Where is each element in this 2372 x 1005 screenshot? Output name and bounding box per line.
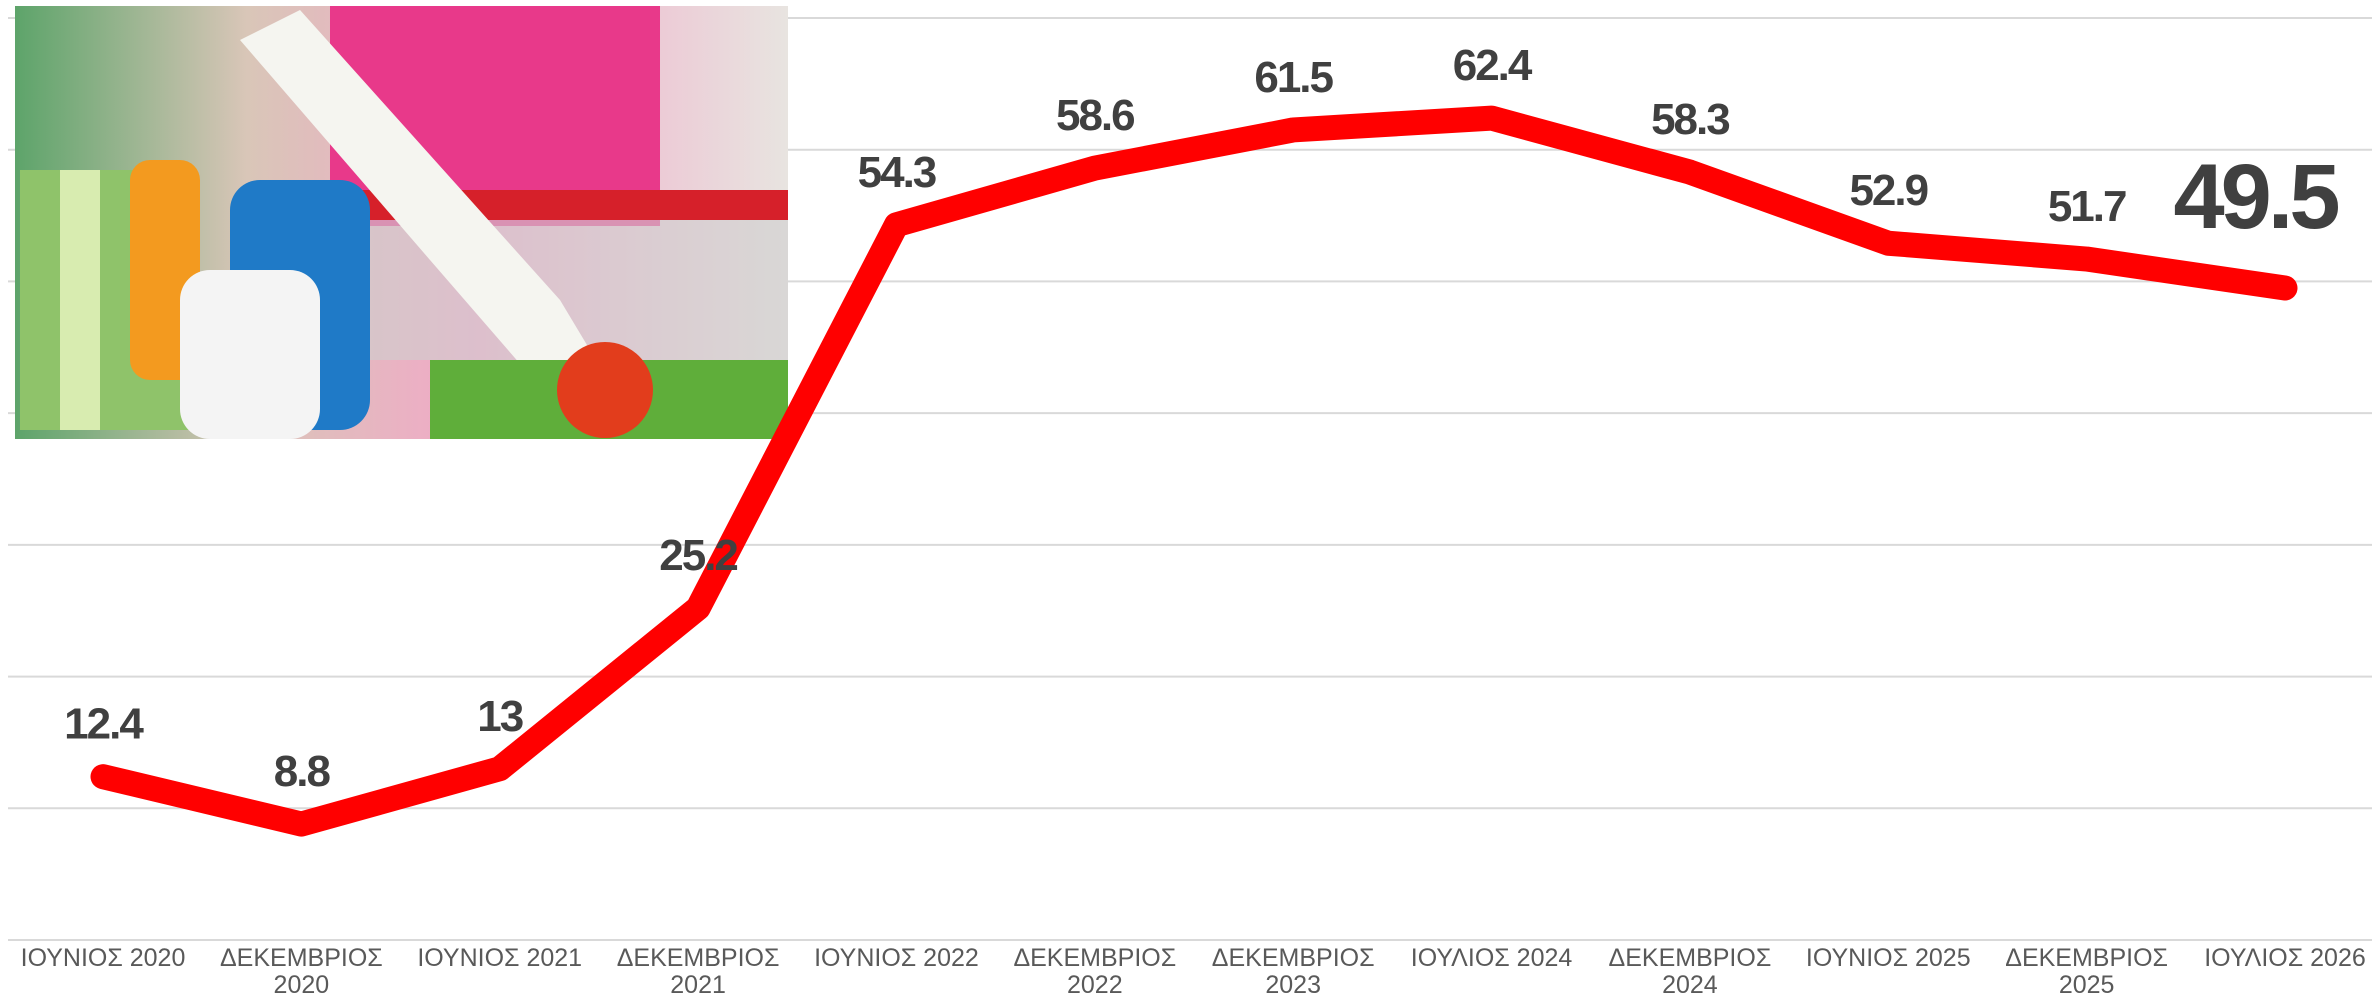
photo <box>15 6 788 439</box>
data-label: 52.9 <box>1849 166 1927 215</box>
data-label: 58.3 <box>1651 95 1729 144</box>
x-tick-label: ΙΟΥΛΙΟΣ 2024 <box>1410 944 1573 972</box>
data-label: 62.4 <box>1453 41 1533 90</box>
x-tick-label: ΙΟΥΝΙΟΣ 2020 <box>20 944 186 972</box>
data-label: 25.2 <box>659 531 737 580</box>
x-tick-label: ΙΟΥΝΙΟΣ 2022 <box>814 944 979 972</box>
line <box>90 105 2298 837</box>
x-tick-label: ΔΕΚΕΜΒΡΙΟΣ 2023 <box>1211 944 1375 999</box>
data-label: 58.6 <box>1056 91 1134 140</box>
x-tick-label: ΔΕΚΕΜΒΡΙΟΣ 2022 <box>1013 944 1177 999</box>
plot: 12.4 8.8 13 25.2 54.3 58.6 61.5 62.4 58.3 52.9 51.… <box>64 41 2342 837</box>
x-tick-label: ΔΕΚΕΜΒΡΙΟΣ 2020 <box>219 944 383 999</box>
data-label: 13 <box>477 692 522 741</box>
data-label: 12.4 <box>64 700 144 749</box>
data-label: 49.5 <box>2173 146 2338 248</box>
x-tick-label: ΔΕΚΕΜΒΡΙΟΣ 2021 <box>616 944 780 999</box>
x-tick-label: ΙΟΥΝΙΟΣ 2025 <box>1805 944 1971 972</box>
data-label: 61.5 <box>1254 53 1333 102</box>
x-tick-label: ΔΕΚΕΜΒΡΙΟΣ 2024 <box>1608 944 1772 999</box>
data-label: 51.7 <box>2048 182 2126 231</box>
x-tick-label: ΔΕΚΕΜΒΡΙΟΣ 2025 <box>2005 944 2168 999</box>
x-tick-label: ΙΟΥΝΙΟΣ 2021 <box>417 944 583 972</box>
data-label: 8.8 <box>274 747 331 796</box>
data-label: 54.3 <box>858 148 936 197</box>
x-tick-label: ΙΟΥΛΙΟΣ 2026 <box>2204 944 2366 972</box>
